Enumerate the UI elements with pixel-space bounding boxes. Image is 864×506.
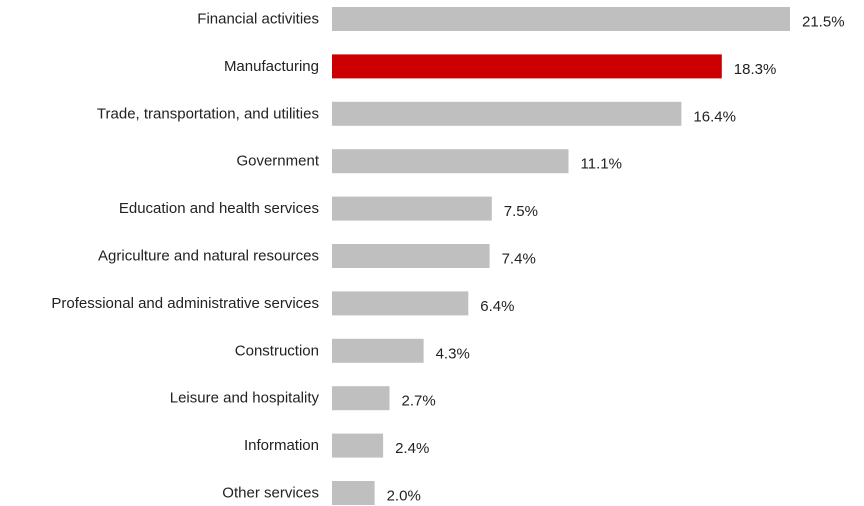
value-label-construction: 4.3% [436,345,470,362]
category-label-construction: Construction [235,342,319,359]
bar-government [332,149,569,174]
bar-construction [332,338,424,363]
value-label-information: 2.4% [395,440,429,457]
value-label-professional-and-administrative-services: 6.4% [480,298,514,315]
bar-information [332,433,384,458]
category-label-manufacturing: Manufacturing [224,58,319,75]
bar-professional-and-administrative-services [332,291,469,316]
bar-trade-transportation-and-utilities [332,101,682,126]
bar-manufacturing [332,54,722,79]
value-label-financial-activities: 21.5% [802,14,845,31]
value-label-leisure-and-hospitality: 2.7% [402,393,436,410]
value-label-trade-transportation-and-utilities: 16.4% [693,108,736,125]
category-label-government: Government [236,153,319,170]
value-label-agriculture-and-natural-resources: 7.4% [502,251,536,268]
value-labels-group: 21.5% 18.3% 16.4% 11.1% 7.5% 7.4% 6.4% 4.3% 2.7%… [387,14,845,505]
category-label-education-and-health-services: Education and health services [119,200,319,217]
bars-group [332,7,790,505]
category-label-professional-and-administrative-services: Professional and administrative services [51,295,319,312]
value-label-manufacturing: 18.3% [734,61,777,78]
category-label-trade-transportation-and-utilities: Trade, transportation, and utilities [97,105,319,122]
category-label-leisure-and-hospitality: Leisure and hospitality [170,390,320,407]
bar-education-and-health-services [332,196,492,221]
bar-financial-activities [332,7,790,31]
bar-other-services [332,481,375,505]
bar-leisure-and-hospitality [332,386,390,411]
category-label-information: Information [244,437,319,454]
category-label-financial-activities: Financial activities [197,11,319,28]
value-label-government: 11.1% [581,156,622,173]
bar-agriculture-and-natural-resources [332,244,490,268]
value-label-other-services: 2.0% [387,488,421,505]
category-label-other-services: Other services [222,485,319,502]
category-labels-group: Financial activities Manufacturing Trade, … [51,11,319,502]
category-label-agriculture-and-natural-resources: Agriculture and natural resources [98,248,319,265]
value-label-education-and-health-services: 7.5% [504,203,538,220]
